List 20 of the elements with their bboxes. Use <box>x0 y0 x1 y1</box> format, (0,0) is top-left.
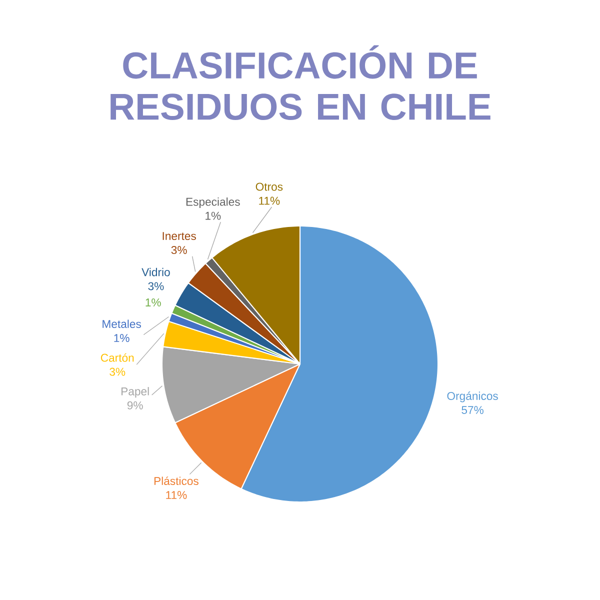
data-label: 3% <box>171 246 187 254</box>
data-label: 3% <box>110 368 126 376</box>
slice-label: Metales <box>102 320 141 328</box>
slice-label: Cartón <box>100 353 134 362</box>
slice-label: Plásticos <box>154 476 198 486</box>
data-label: 11% <box>259 196 280 205</box>
slice-label: Otros <box>256 182 283 191</box>
slice-label: Papel <box>122 387 149 398</box>
data-label: 11% <box>166 491 187 499</box>
data-label: 1% <box>114 334 130 342</box>
slice-label: Inertes <box>162 232 196 240</box>
chart-title: CLASIFICACIÓN DE RESIDUOS EN CHILE <box>110 45 490 120</box>
data-label: 3% <box>148 282 164 290</box>
data-label: 9% <box>127 401 143 410</box>
data-label: 1% <box>146 298 161 306</box>
data-label: 57% <box>462 406 484 414</box>
slice-label: Orgánicos <box>447 392 498 402</box>
slice-label: Especiales <box>186 197 240 208</box>
data-label: 1% <box>206 212 221 220</box>
slice-label: Vidrio <box>142 268 170 276</box>
